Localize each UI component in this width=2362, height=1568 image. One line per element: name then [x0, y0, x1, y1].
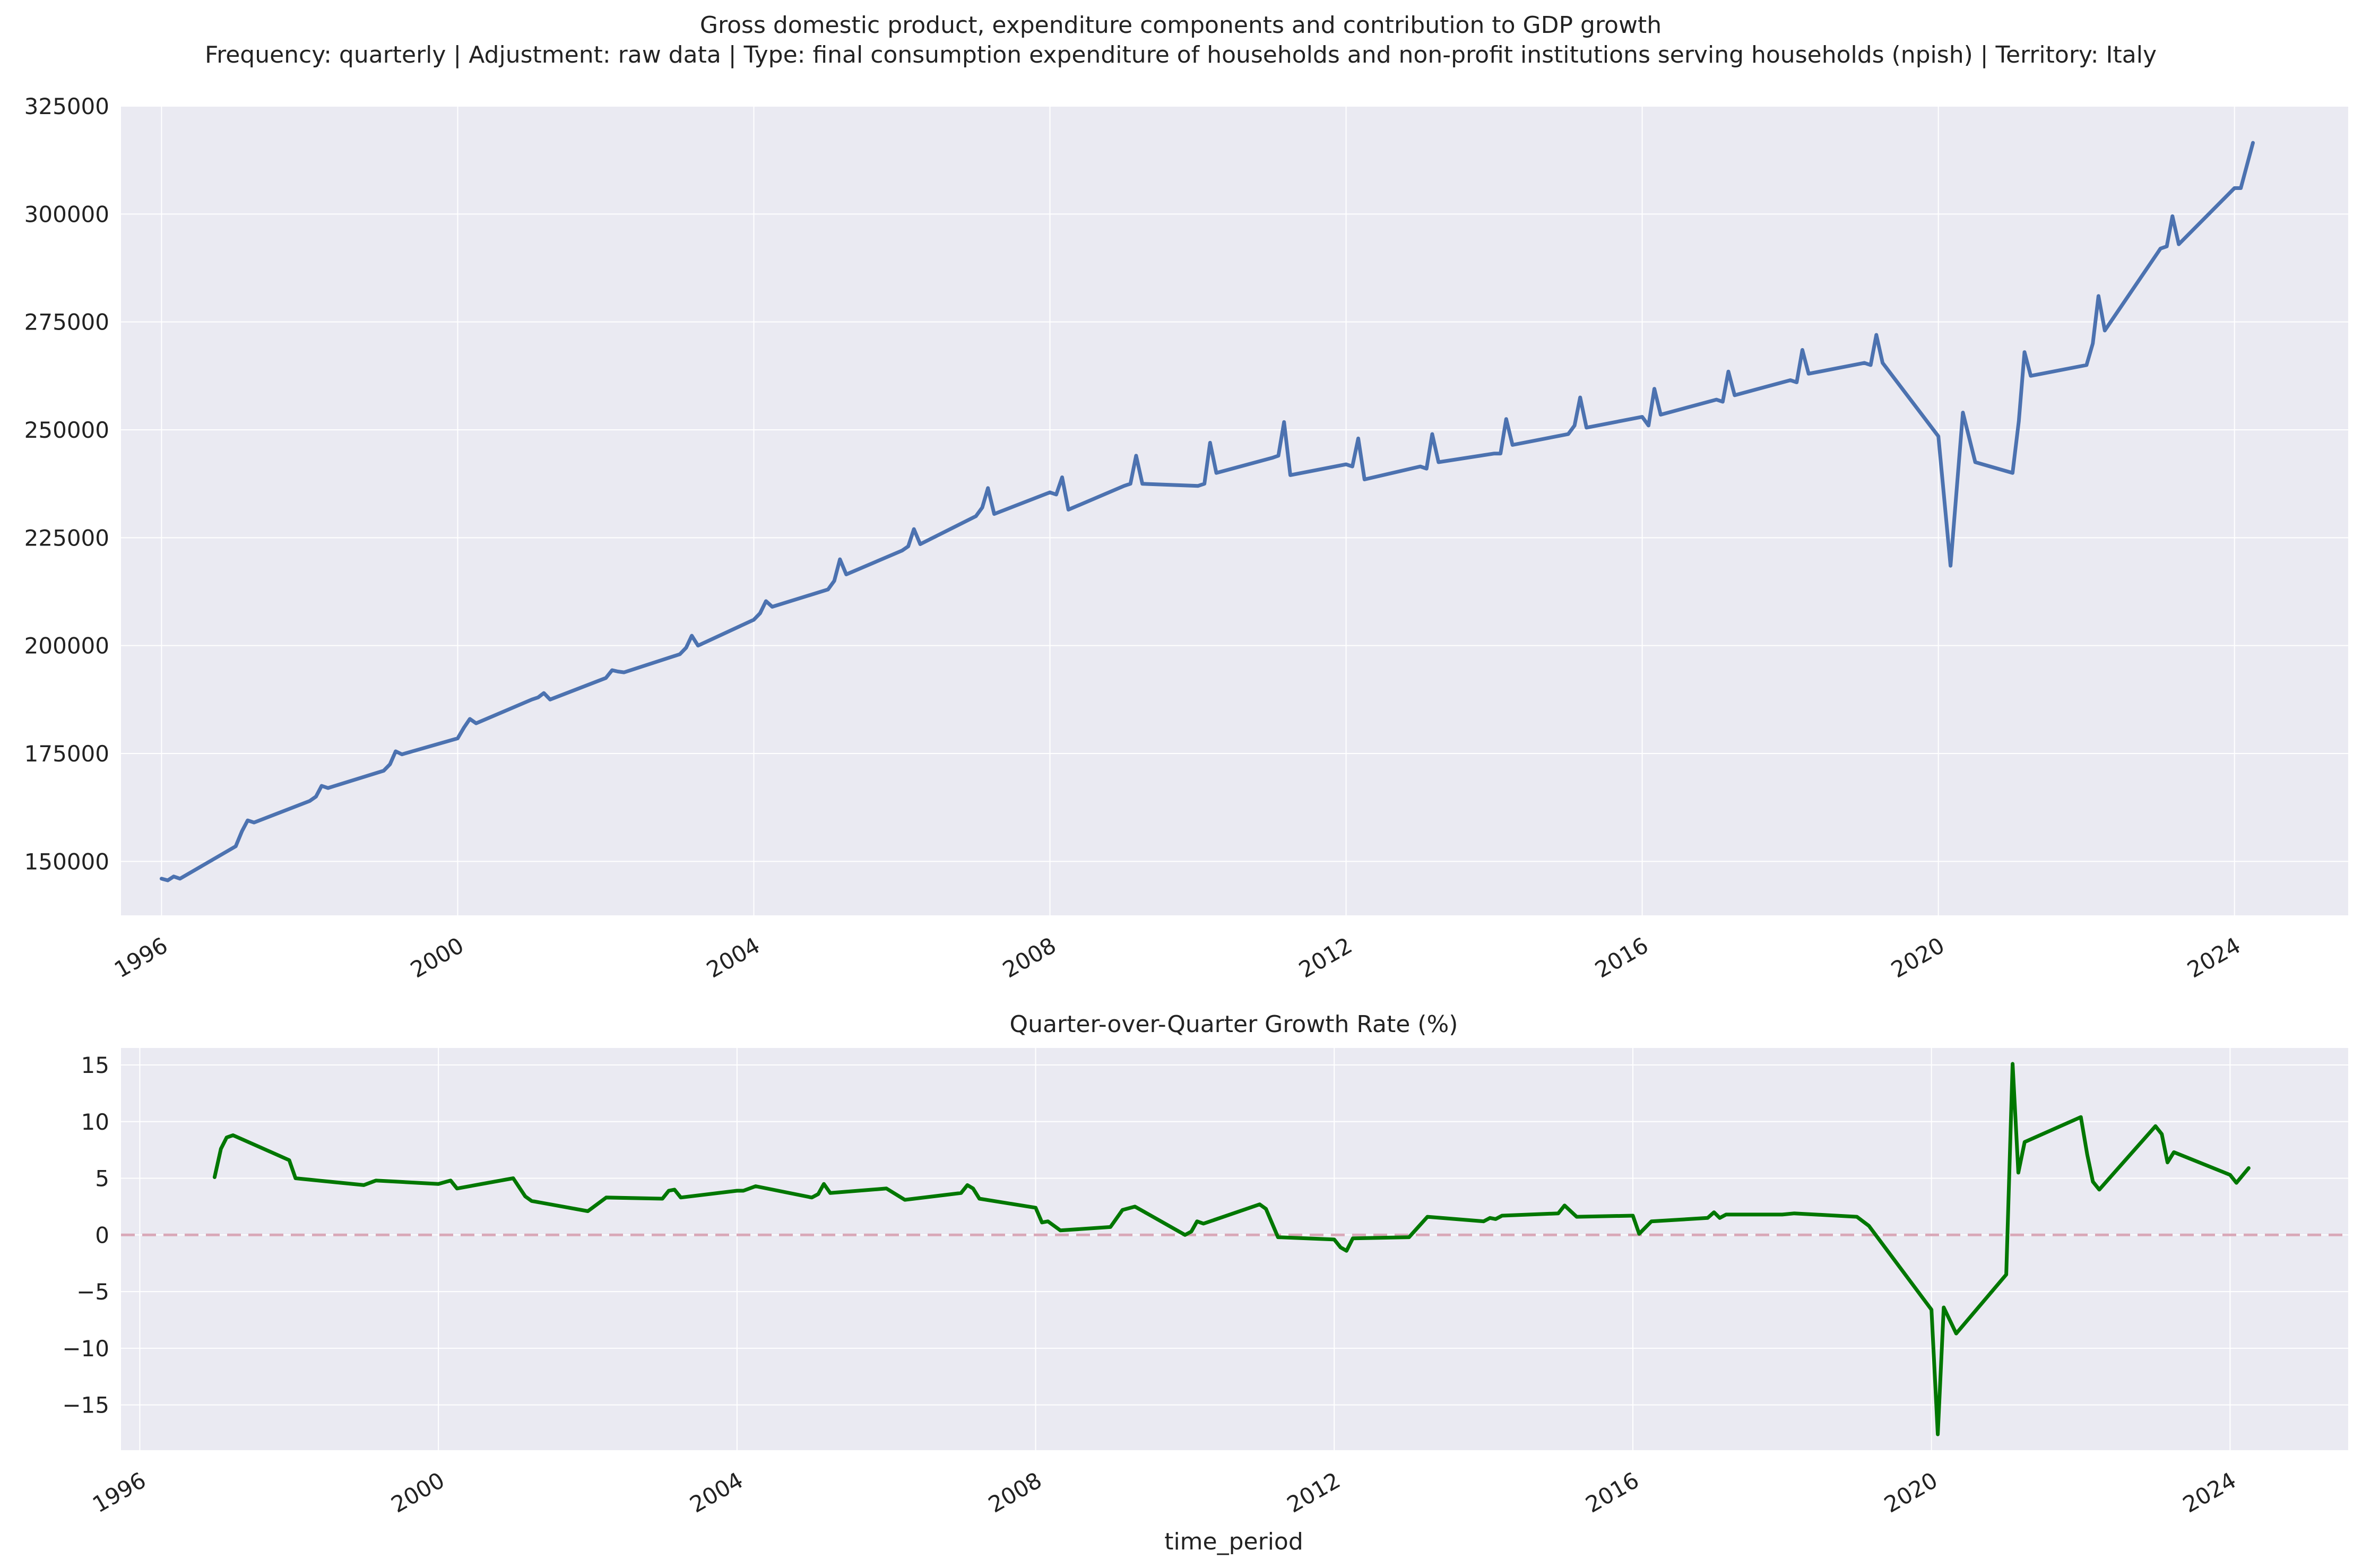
y-tick-label: 10	[81, 1109, 109, 1135]
level-y-axis: 150000 175000 200000 225000 250000 275000 3000…	[24, 93, 109, 874]
y-tick-label: 15	[81, 1052, 109, 1078]
level-gridlines	[121, 106, 2348, 915]
y-tick-label: 150000	[24, 848, 109, 874]
level-series-layer	[159, 141, 2255, 882]
growth-y-axis: −15 −10 −5 0 5 10 15	[62, 1052, 109, 1418]
growth-series-layer	[121, 1062, 2348, 1436]
level-plot-area	[121, 106, 2348, 915]
y-tick-label: −15	[62, 1392, 109, 1418]
y-tick-label: −10	[62, 1336, 109, 1362]
growth-chart-title: Quarter-over-Quarter Growth Rate (%)	[1010, 1011, 1458, 1038]
figure-title: Gross domestic product, expenditure comp…	[700, 12, 1662, 39]
y-tick-label: 275000	[24, 309, 109, 335]
y-tick-label: 325000	[24, 93, 109, 119]
y-tick-label: −5	[76, 1279, 109, 1305]
y-tick-label: 0	[95, 1222, 109, 1248]
y-tick-label: 250000	[24, 417, 109, 443]
y-tick-label: 300000	[24, 201, 109, 227]
level-series-line	[159, 141, 2255, 882]
y-tick-label: 200000	[24, 633, 109, 659]
x-axis-label: time_period	[1164, 1528, 1303, 1555]
growth-plot-area	[121, 1048, 2348, 1450]
y-tick-label: 225000	[24, 525, 109, 551]
growth-chart-panel: Quarter-over-Quarter Growth Rate (%) −15…	[62, 1011, 2348, 1555]
figure-subtitle: Frequency: quarterly | Adjustment: raw d…	[205, 41, 2157, 68]
growth-series-line	[212, 1062, 2251, 1436]
y-tick-label: 5	[95, 1166, 109, 1192]
level-chart-panel: 150000 175000 200000 225000 250000 275000 3000…	[24, 93, 2348, 983]
y-tick-label: 175000	[24, 741, 109, 767]
